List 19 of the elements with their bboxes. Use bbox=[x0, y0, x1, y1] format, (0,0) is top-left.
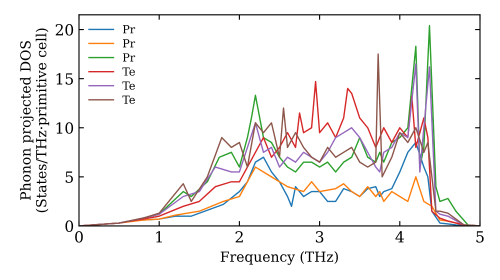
y-tick-label: 0 bbox=[65, 220, 74, 232]
x-tick-label: 0 bbox=[75, 231, 83, 243]
y-tick-label: 5 bbox=[66, 172, 73, 183]
legend-label: Pr bbox=[122, 53, 136, 62]
x-tick-label: 5 bbox=[476, 231, 484, 243]
legend-label: Pr bbox=[122, 25, 136, 34]
x-axis-title: Frequency (THz) bbox=[220, 251, 338, 265]
legend-label: Te bbox=[122, 96, 135, 104]
legend-label: Te bbox=[122, 67, 135, 76]
legend-label: Pr bbox=[122, 39, 136, 48]
x-tick-label: 3 bbox=[316, 231, 324, 243]
x-tick-label: 4 bbox=[395, 231, 404, 242]
y-tick-label: 15 bbox=[56, 73, 73, 85]
legend-label: Te bbox=[122, 82, 135, 90]
x-tick-label: 2 bbox=[236, 231, 243, 242]
y-tick-label: 20 bbox=[56, 24, 74, 36]
y-axis-title: Phonon projected DOS (States/THz·primitive cell) bbox=[20, 28, 50, 212]
y-tick-label: 10 bbox=[56, 122, 74, 134]
x-tick-label: 1 bbox=[156, 231, 162, 242]
